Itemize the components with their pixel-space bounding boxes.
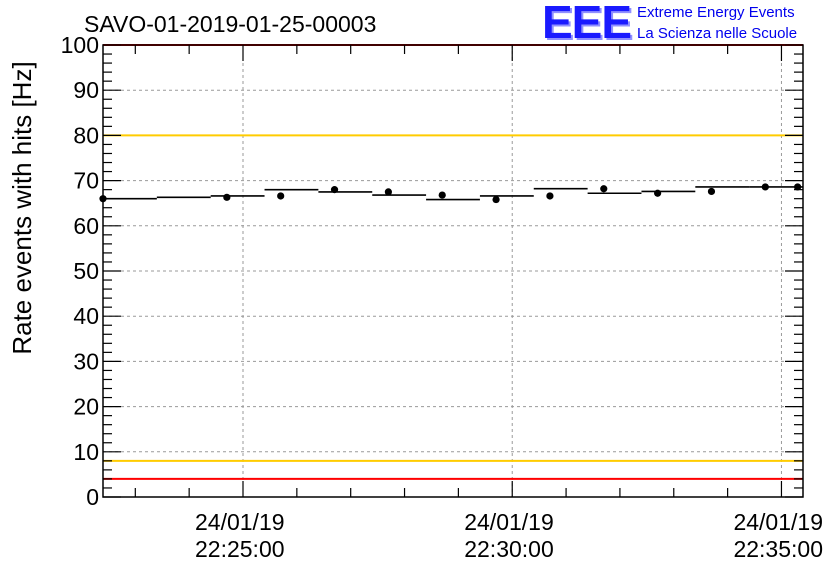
- x-tick-label-time: 22:30:00: [464, 536, 554, 562]
- data-point: [600, 185, 608, 193]
- data-point: [707, 187, 716, 196]
- x-tick-labels: 24/01/1922:25:0024/01/1922:30:0024/01/19…: [195, 509, 823, 562]
- x-tick-label-date: 24/01/19: [733, 509, 823, 535]
- y-tick-label: 70: [73, 168, 99, 194]
- y-tick-label: 100: [61, 32, 99, 58]
- y-tick-label: 10: [73, 439, 99, 465]
- data-point: [277, 192, 285, 200]
- y-tick-label: 30: [73, 348, 99, 374]
- data-point: [438, 191, 446, 199]
- data-point: [654, 189, 662, 197]
- axis-ticks: [103, 44, 803, 498]
- y-axis-label: Rate events with hits [Hz]: [7, 61, 37, 354]
- chart-title: SAVO-01-2019-01-25-00003: [84, 11, 376, 37]
- reference-lines: [103, 44, 803, 480]
- data-point: [761, 183, 769, 191]
- logo-line-2: La Scienza nelle Scuole: [637, 25, 798, 42]
- y-tick-label: 40: [73, 303, 99, 329]
- y-tick-label: 90: [73, 77, 99, 103]
- data-point: [492, 195, 500, 204]
- y-tick-labels: 0 10 20 30 40 50 60 70 80 90 100: [61, 32, 99, 510]
- eee-logo-mark: EEE: [542, 0, 632, 48]
- logo-line-1: Extreme Energy Events: [637, 4, 795, 21]
- y-tick-label: 0: [86, 484, 99, 510]
- x-tick-label-time: 22:35:00: [733, 536, 823, 562]
- data-point: [794, 183, 802, 191]
- data-points: [99, 183, 802, 204]
- x-tick-label-date: 24/01/19: [195, 509, 285, 535]
- grid: [103, 45, 803, 497]
- y-tick-label: 60: [73, 213, 99, 239]
- y-tick-label: 20: [73, 394, 99, 420]
- bin-segments: [103, 186, 803, 201]
- data-point: [384, 188, 392, 196]
- eee-logo: EEE Extreme Energy Events La Scienza nel…: [542, 0, 836, 48]
- data-point: [330, 186, 339, 194]
- data-point: [546, 192, 554, 200]
- y-tick-label: 80: [73, 122, 99, 148]
- data-point: [223, 193, 231, 201]
- x-tick-label-time: 22:25:00: [195, 536, 285, 562]
- x-tick-label-date: 24/01/19: [464, 509, 554, 535]
- y-tick-label: 50: [73, 258, 99, 284]
